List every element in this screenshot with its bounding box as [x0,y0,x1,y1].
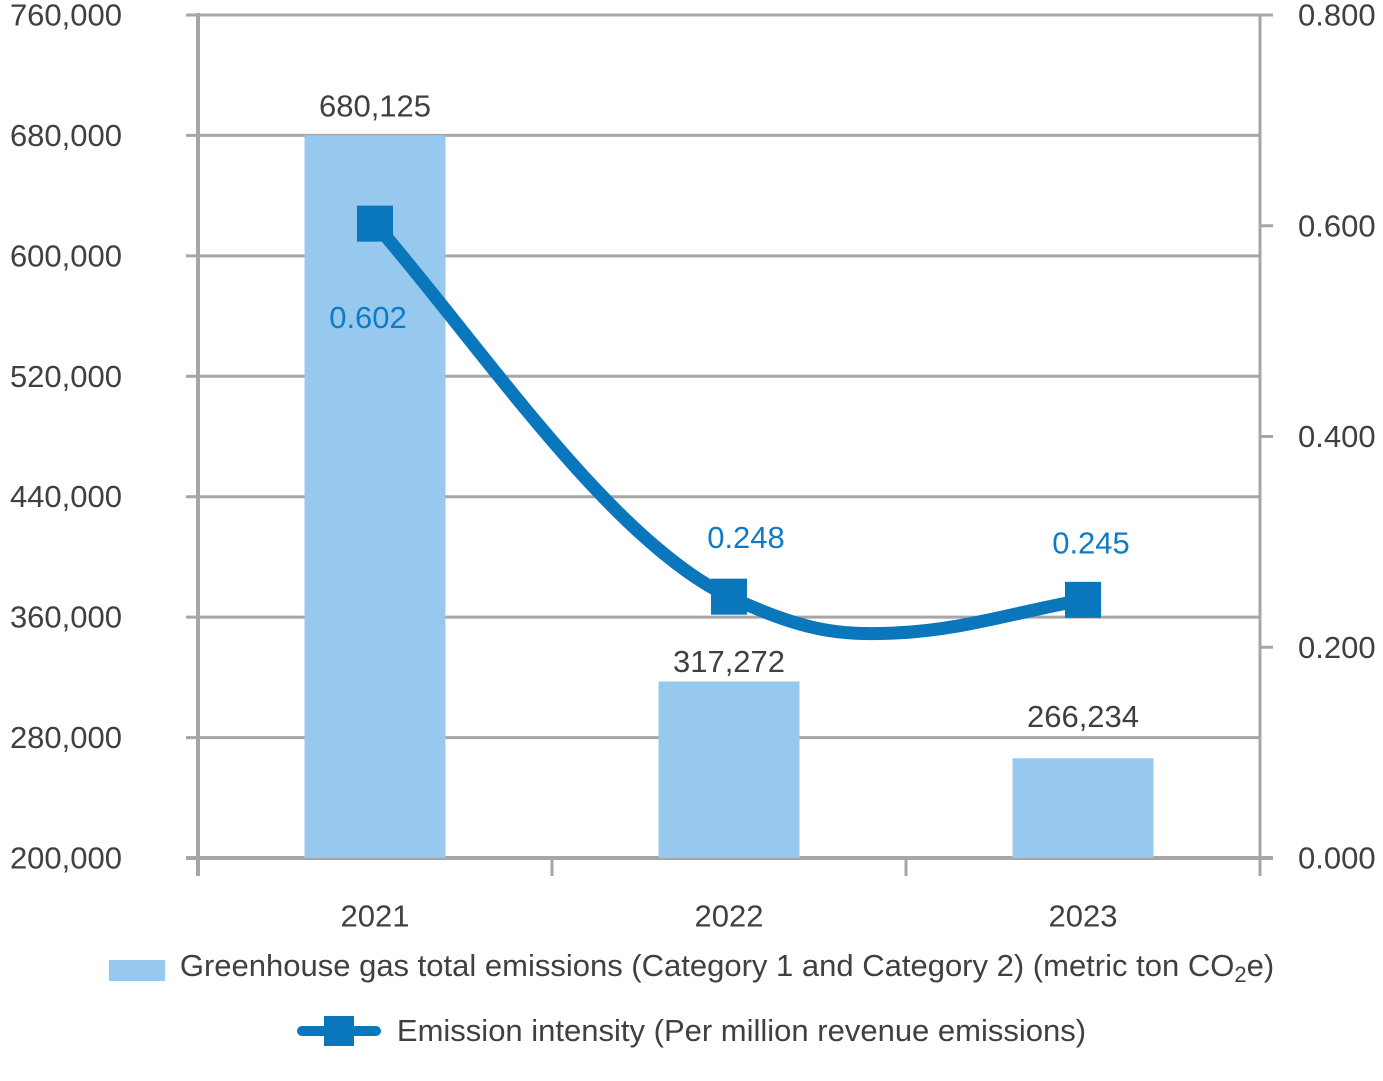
left-axis-tick-label: 520,000 [10,359,122,394]
emission-intensity-line [370,219,1085,641]
line-marker-2022 [711,578,747,615]
legend-bar-label: Greenhouse gas total emissions (Category… [179,948,1275,987]
x-axis-category-label: 2023 [1049,899,1118,934]
right-axis-tick-label: 0.600 [1298,208,1376,243]
bar-2021 [304,135,446,858]
bar-data-label: 266,234 [1027,699,1139,734]
bar-2022 [658,681,800,858]
line-marker-2023 [1065,581,1101,618]
chart-legend: Greenhouse gas total emissions (Category… [0,948,1383,1049]
x-axis-category-label: 2021 [341,899,410,934]
left-axis-tick-label: 600,000 [10,238,122,273]
x-axis-category-label: 2022 [695,899,764,934]
bar-series-swatch-icon [108,960,165,981]
left-axis-tick-label: 440,000 [10,479,122,514]
line-data-label: 0.248 [707,520,785,555]
bar-2023 [1012,758,1154,858]
line-data-label: 0.602 [329,300,407,335]
right-axis-tick-label: 0.200 [1298,630,1376,665]
right-axis-tick-label: 0.800 [1298,0,1376,33]
legend-item-line: Emission intensity (Per million revenue … [296,1013,1087,1049]
left-axis-tick-label: 360,000 [10,600,122,635]
left-axis-tick-label: 680,000 [10,118,122,153]
right-axis-tick-label: 0.400 [1298,419,1376,454]
bar-data-label: 680,125 [319,89,431,124]
legend-line-label: Emission intensity (Per million revenue … [396,1013,1087,1048]
left-axis-tick-label: 760,000 [10,0,122,33]
left-axis-tick-label: 200,000 [10,841,122,876]
right-axis-tick-label: 0.000 [1298,841,1376,876]
plot-area: 760,000 680,000 600,000 520,000 440,000 360,0… [10,0,1376,934]
legend-item-bar: Greenhouse gas total emissions (Category… [108,948,1275,993]
bar-data-label: 317,272 [673,644,785,679]
left-axis-tick-label: 280,000 [10,720,122,755]
line-marker-2021 [357,205,393,242]
line-data-label: 0.245 [1052,525,1130,560]
line-series-marker-icon [296,1015,381,1047]
